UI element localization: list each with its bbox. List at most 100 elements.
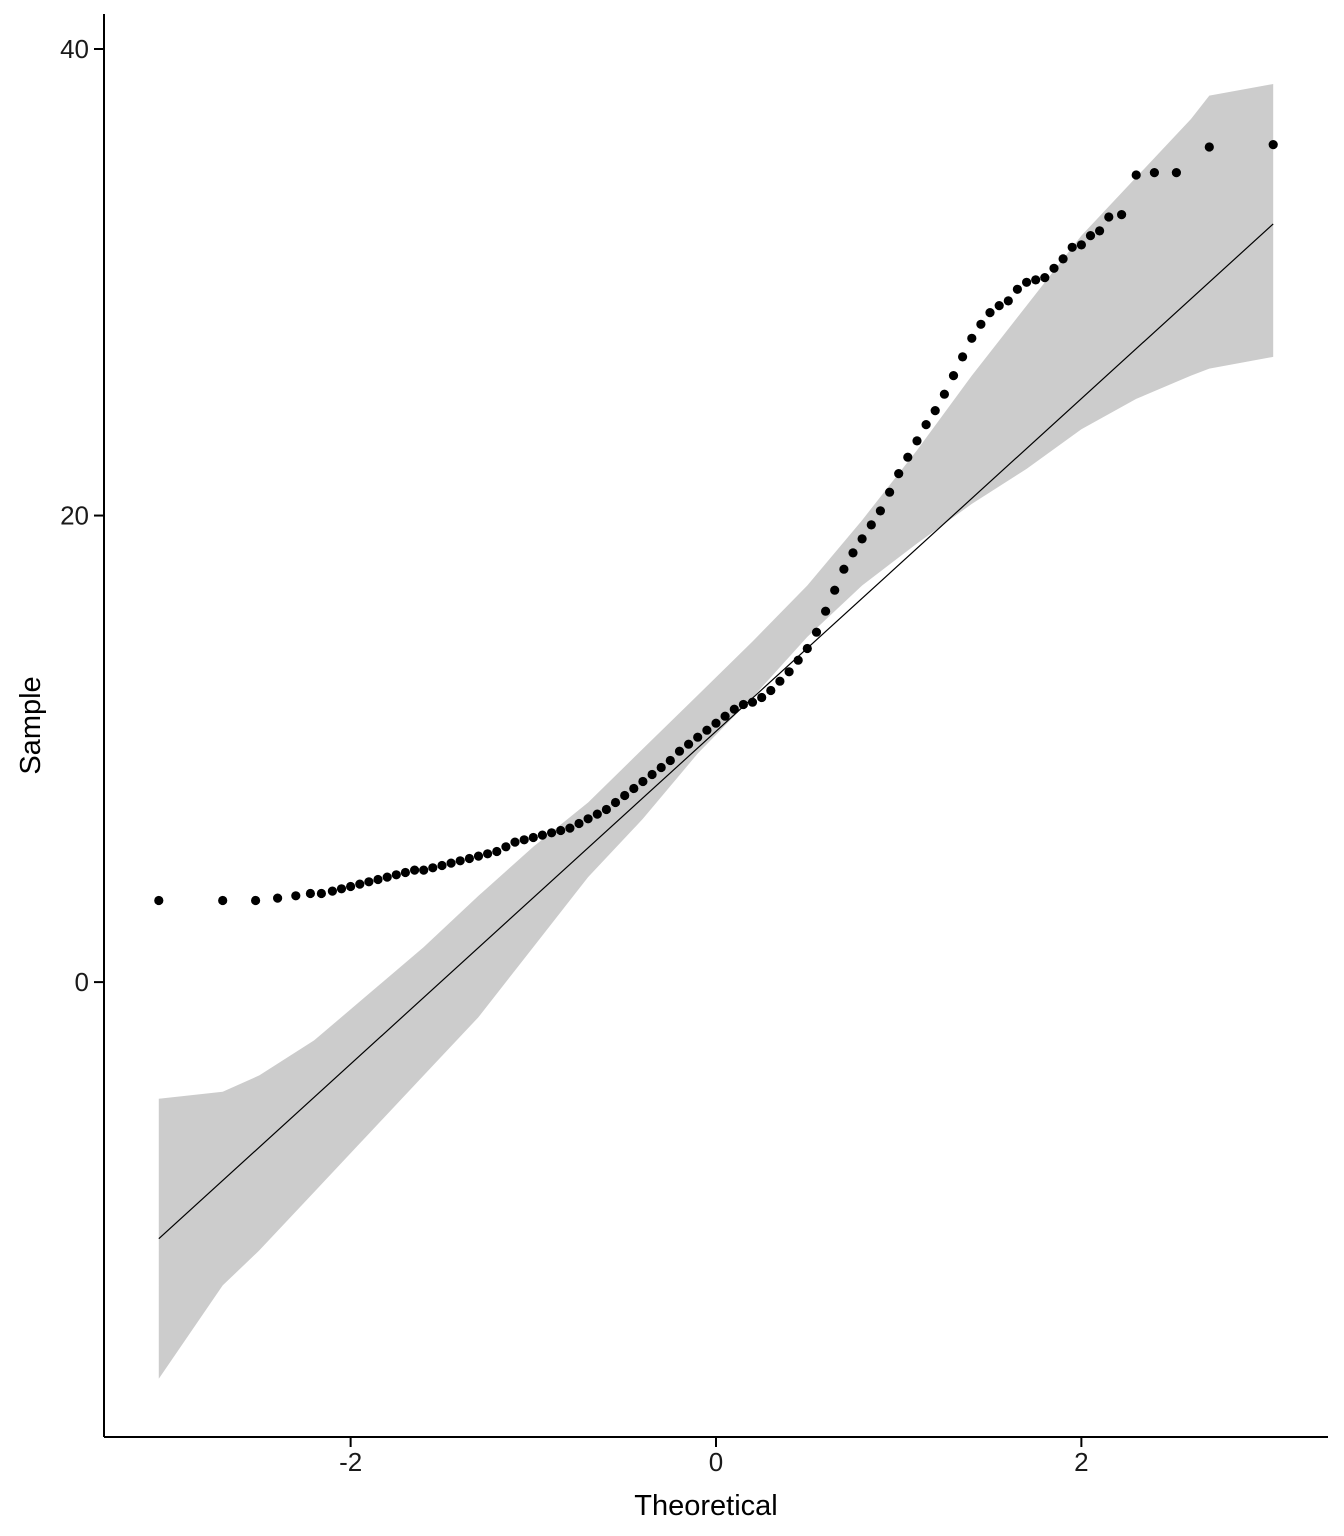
data-point: [1012, 284, 1023, 294]
data-point: [811, 627, 822, 637]
data-point: [547, 828, 557, 838]
data-point: [1085, 231, 1096, 241]
data-point: [327, 886, 337, 896]
data-point: [154, 895, 164, 906]
data-point: [1040, 273, 1050, 283]
data-point: [574, 818, 584, 829]
data-point: [601, 804, 612, 815]
data-point: [528, 832, 538, 843]
data-point: [802, 643, 812, 654]
data-point: [674, 746, 685, 756]
data-point: [994, 301, 1004, 311]
data-point: [793, 655, 803, 665]
data-point: [537, 830, 548, 840]
data-point: [1131, 170, 1141, 180]
data-point: [473, 851, 484, 861]
data-point: [830, 585, 840, 595]
data-point: [912, 436, 922, 446]
data-point: [757, 692, 767, 703]
data-point: [373, 874, 383, 885]
data-point: [1076, 240, 1086, 250]
data-point: [647, 769, 657, 780]
data-point: [894, 469, 904, 479]
data-point: [400, 867, 410, 878]
data-point: [1268, 140, 1278, 150]
y-tick-label: 40: [60, 34, 89, 64]
data-point: [556, 825, 566, 836]
data-point: [1095, 226, 1105, 236]
reference-line: [158, 223, 1274, 1240]
data-point: [1149, 168, 1159, 178]
data-point: [592, 809, 602, 819]
data-point: [382, 872, 392, 882]
data-point: [875, 506, 886, 516]
data-point: [316, 888, 326, 899]
data-point: [1003, 296, 1013, 306]
data-point: [437, 860, 447, 871]
data-point: [747, 697, 758, 707]
data-point: [985, 308, 995, 318]
data-point: [492, 846, 502, 857]
data-point: [1104, 212, 1114, 222]
data-point: [903, 452, 913, 462]
data-point: [218, 895, 228, 906]
data-point: [720, 711, 730, 721]
data-point: [775, 676, 785, 686]
data-point: [305, 888, 315, 899]
data-point: [251, 895, 261, 906]
data-point: [939, 389, 950, 399]
data-point: [346, 881, 356, 892]
data-point: [483, 849, 493, 859]
data-point: [684, 739, 694, 749]
data-point: [1058, 254, 1068, 264]
data-point: [620, 790, 630, 801]
data-point: [1171, 168, 1181, 178]
data-point: [656, 762, 666, 773]
data-point: [391, 870, 401, 880]
data-point: [738, 699, 749, 710]
data-point: [958, 352, 968, 362]
data-point: [839, 564, 849, 574]
data-point: [510, 837, 520, 847]
y-tick-label: 20: [60, 501, 89, 531]
y-axis-title: Sample: [15, 676, 47, 774]
data-point: [464, 853, 474, 864]
data-point: [1049, 263, 1059, 273]
data-point: [1022, 277, 1032, 287]
data-point: [1204, 142, 1214, 152]
data-point: [702, 725, 712, 735]
data-point: [364, 877, 374, 887]
data-point: [336, 884, 347, 894]
x-tick-label: 0: [709, 1447, 723, 1477]
data-point: [711, 718, 721, 728]
data-point: [930, 406, 940, 416]
x-axis-title: Theoretical: [634, 1490, 777, 1522]
data-point: [419, 865, 429, 875]
data-point: [629, 783, 639, 794]
data-point: [821, 606, 831, 616]
data-point: [291, 891, 301, 901]
x-tick-label: -2: [339, 1447, 362, 1477]
data-point: [784, 667, 794, 677]
data-point: [410, 865, 420, 875]
data-point: [273, 893, 283, 903]
data-point: [610, 797, 621, 808]
data-point: [693, 732, 703, 742]
data-point: [455, 856, 465, 866]
data-point: [967, 333, 977, 343]
data-point: [665, 755, 675, 766]
plot-area: [154, 84, 1278, 1379]
data-point: [866, 520, 876, 530]
data-point: [976, 319, 986, 329]
data-point: [355, 879, 365, 889]
data-point: [565, 823, 575, 833]
data-point: [583, 814, 593, 824]
data-point: [729, 704, 739, 714]
data-point: [1117, 210, 1127, 220]
x-tick-label: 2: [1074, 1447, 1088, 1477]
data-point: [1067, 242, 1077, 252]
data-point: [948, 371, 959, 381]
data-point: [446, 858, 456, 868]
